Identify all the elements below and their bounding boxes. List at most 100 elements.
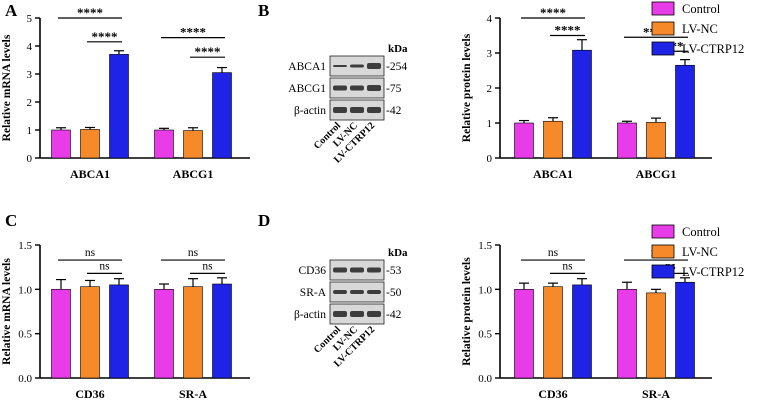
bar — [212, 283, 232, 379]
y-tick-label: 1 — [487, 118, 493, 130]
y-tick-label: 4 — [27, 41, 33, 53]
y-axis-label: Relative mRNA levels — [1, 34, 13, 141]
bar — [80, 286, 100, 379]
blot-band — [350, 107, 364, 113]
bar — [154, 129, 174, 159]
kda-marker: -254 — [386, 61, 407, 73]
bar — [617, 122, 637, 159]
bar — [109, 284, 129, 379]
y-tick-label: 1.0 — [478, 284, 492, 296]
legend-label: Control — [682, 2, 721, 16]
bar — [646, 122, 666, 159]
y-tick-label: 0.5 — [18, 329, 32, 341]
y-tick-label: 2 — [487, 83, 493, 95]
bar — [51, 129, 71, 159]
y-tick-label: 2 — [27, 97, 33, 109]
y-axis-label: Relative mRNA levels — [1, 258, 13, 365]
blot-row-label: SR-A — [300, 287, 327, 299]
y-tick-label: 0 — [27, 153, 33, 165]
legend-bottom: Control LV-NC LV-CTRP12 — [651, 224, 744, 279]
y-tick-label: 4 — [487, 13, 493, 25]
blot-band — [333, 85, 347, 91]
y-tick-label: 0 — [487, 153, 493, 165]
blot-band — [333, 311, 347, 317]
significance-label: ns — [188, 247, 199, 259]
blot-band — [333, 65, 347, 67]
blot-band — [367, 85, 381, 91]
bar — [543, 120, 563, 159]
category-label: ABCG1 — [636, 167, 677, 181]
legend-swatch — [651, 244, 675, 259]
y-tick-label: 3 — [27, 69, 33, 81]
significance-label: **** — [540, 5, 566, 20]
y-tick-label: 1 — [27, 125, 33, 137]
kda-unit-label: kDa — [388, 43, 408, 55]
significance-label: **** — [77, 5, 103, 20]
bar — [51, 289, 71, 379]
category-label: SR-A — [642, 387, 670, 400]
bar — [80, 129, 100, 159]
y-tick-label: 1.5 — [478, 240, 492, 252]
panel-letter-b: B — [258, 1, 269, 20]
y-tick-label: 0.5 — [478, 329, 492, 341]
category-label: CD36 — [538, 387, 567, 400]
significance-label: **** — [195, 44, 221, 59]
kda-marker: -42 — [386, 309, 402, 321]
blot-band — [333, 107, 347, 113]
blot-band — [333, 290, 347, 294]
blot-row-label: ABCG1 — [288, 83, 326, 95]
blot-band — [350, 85, 364, 91]
legend-swatch — [651, 224, 675, 239]
charts-layer: 0 1 2 3 4 5 Relative mRNA levels ABCA1 ABCG1 ****… — [1, 5, 712, 400]
legend-swatch — [651, 264, 675, 279]
panel-letter-d: D — [258, 211, 270, 230]
bar — [646, 292, 666, 379]
kda-marker: -42 — [386, 105, 402, 117]
legend-label: LV-CTRP12 — [682, 265, 744, 279]
legends-layer: Control LV-NC LV-CTRP12 Control LV-NC LV-CTRP… — [651, 1, 744, 279]
blot-row-label: β-actin — [294, 309, 326, 321]
y-tick-label: 5 — [27, 13, 33, 25]
blot-band — [367, 63, 381, 69]
y-axis-label: Relative protein levels — [461, 33, 473, 142]
blot-band — [367, 311, 381, 317]
category-label: ABCG1 — [173, 167, 214, 181]
y-axis-label: Relative protein levels — [461, 257, 473, 366]
blot-band — [350, 290, 364, 294]
category-label: ABCA1 — [70, 167, 110, 181]
bar — [543, 286, 563, 379]
bar — [514, 289, 534, 379]
bar — [675, 281, 695, 379]
bar — [183, 286, 203, 379]
significance-label: ns — [99, 260, 110, 272]
panel-letter-a: A — [5, 1, 18, 20]
legend-label: LV-NC — [682, 245, 718, 259]
blot-row-label: ABCA1 — [288, 61, 326, 73]
legend-swatch — [651, 1, 675, 16]
bar — [572, 49, 592, 159]
kda-marker: -53 — [386, 265, 402, 277]
chart-a: 0 1 2 3 4 5 Relative mRNA levels ABCA1 ABCG1 ****… — [1, 5, 250, 181]
blot-band — [367, 290, 381, 294]
bar — [514, 122, 534, 159]
bar — [109, 54, 129, 159]
significance-label: ns — [202, 260, 213, 272]
y-tick-label: 0.0 — [478, 373, 492, 385]
chart-d: 0.0 0.5 1.0 1.5 Relative protein levels CD36 S… — [461, 240, 712, 400]
kda-unit-label: kDa — [388, 247, 408, 259]
significance-label: ns — [548, 247, 559, 259]
blot-band — [367, 267, 381, 273]
y-tick-label: 1.5 — [18, 240, 32, 252]
blot-band — [350, 311, 364, 317]
y-tick-label: 3 — [487, 48, 493, 60]
legend-label: LV-CTRP12 — [682, 42, 744, 56]
category-label: CD36 — [75, 387, 104, 400]
bar — [617, 289, 637, 379]
legend-label: LV-NC — [682, 22, 718, 36]
kda-marker: -75 — [386, 83, 402, 95]
bar — [675, 64, 695, 159]
